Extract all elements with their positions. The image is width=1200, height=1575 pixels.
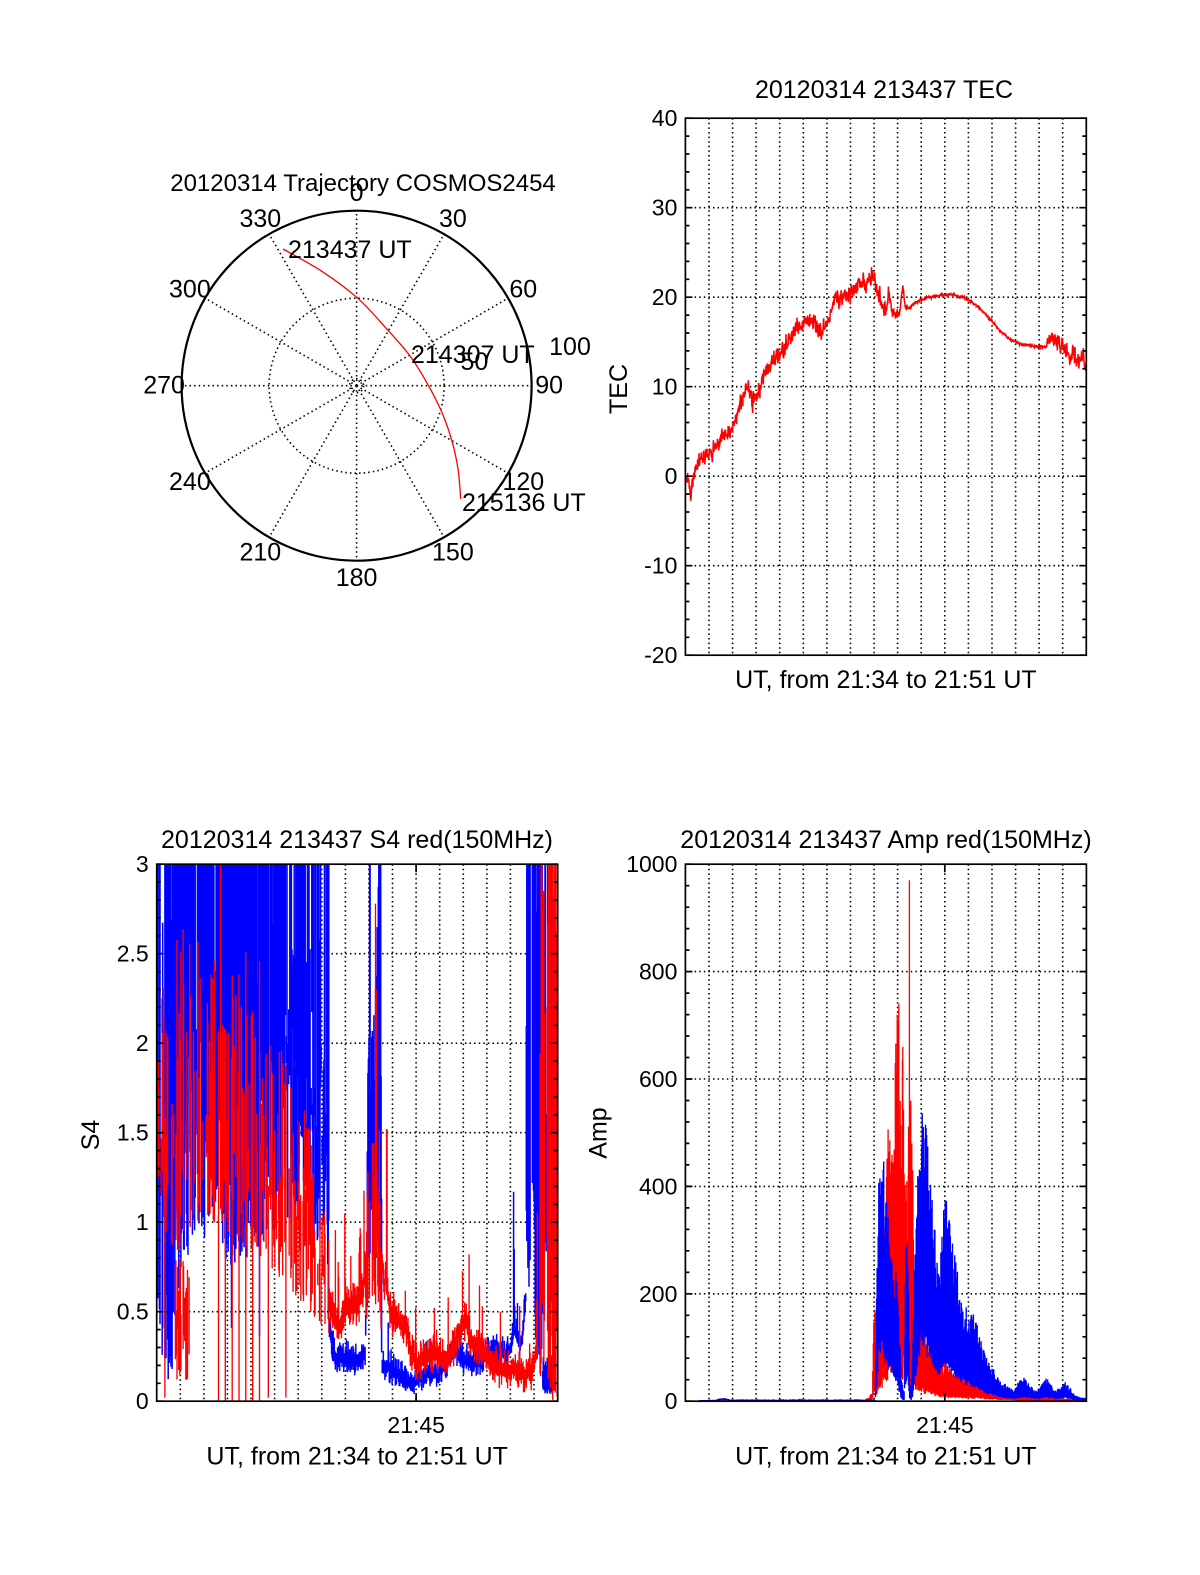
svg-text:40: 40 — [652, 105, 678, 131]
svg-text:20120314 213437 TEC: 20120314 213437 TEC — [755, 76, 1013, 104]
svg-text:180: 180 — [336, 564, 378, 592]
svg-text:30: 30 — [652, 195, 678, 221]
svg-text:150: 150 — [432, 538, 474, 566]
svg-text:20120314 213437 Amp red(150MHz: 20120314 213437 Amp red(150MHz) — [680, 826, 1091, 854]
svg-text:0: 0 — [136, 1388, 149, 1414]
svg-text:200: 200 — [639, 1281, 677, 1307]
svg-text:213437 UT: 213437 UT — [288, 236, 412, 264]
svg-text:S4: S4 — [77, 1120, 105, 1151]
svg-text:60: 60 — [509, 275, 537, 303]
svg-text:20: 20 — [652, 284, 678, 310]
svg-text:300: 300 — [169, 275, 211, 303]
svg-text:90: 90 — [535, 372, 563, 400]
svg-text:100: 100 — [549, 333, 591, 361]
svg-text:0: 0 — [350, 179, 364, 207]
svg-text:400: 400 — [639, 1173, 677, 1199]
svg-text:2.5: 2.5 — [117, 941, 149, 967]
svg-text:330: 330 — [239, 205, 281, 233]
svg-text:21:45: 21:45 — [387, 1412, 445, 1438]
svg-text:270: 270 — [143, 372, 185, 400]
svg-text:Amp: Amp — [585, 1107, 613, 1158]
svg-text:800: 800 — [639, 959, 677, 985]
svg-text:21:45: 21:45 — [916, 1412, 974, 1438]
svg-text:214307 UT: 214307 UT — [411, 341, 535, 369]
svg-text:10: 10 — [652, 374, 678, 400]
svg-text:0: 0 — [665, 1388, 678, 1414]
svg-text:215136 UT: 215136 UT — [462, 489, 586, 517]
svg-text:240: 240 — [169, 468, 211, 496]
svg-text:1.5: 1.5 — [117, 1120, 149, 1146]
svg-text:30: 30 — [439, 205, 467, 233]
svg-text:3: 3 — [136, 851, 149, 877]
svg-text:20120314 213437 S4 red(150MHz): 20120314 213437 S4 red(150MHz) — [161, 826, 553, 854]
svg-text:UT, from 21:34 to 21:51 UT: UT, from 21:34 to 21:51 UT — [735, 1443, 1037, 1471]
svg-text:2: 2 — [136, 1030, 149, 1056]
svg-text:120: 120 — [502, 468, 544, 496]
svg-text:0.5: 0.5 — [117, 1299, 149, 1325]
svg-text:1: 1 — [136, 1209, 149, 1235]
svg-text:50: 50 — [460, 348, 488, 376]
svg-text:UT, from 21:34 to 21:51 UT: UT, from 21:34 to 21:51 UT — [206, 1443, 508, 1471]
svg-text:0: 0 — [665, 463, 678, 489]
svg-text:1000: 1000 — [626, 851, 677, 877]
svg-text:-20: -20 — [644, 642, 677, 668]
svg-text:20120314 Trajectory COSMOS2454: 20120314 Trajectory COSMOS2454 — [170, 170, 556, 197]
svg-text:600: 600 — [639, 1066, 677, 1092]
svg-text:-10: -10 — [644, 553, 677, 579]
svg-text:210: 210 — [239, 538, 281, 566]
svg-text:TEC: TEC — [605, 364, 633, 414]
svg-text:UT, from 21:34 to 21:51 UT: UT, from 21:34 to 21:51 UT — [735, 666, 1037, 694]
